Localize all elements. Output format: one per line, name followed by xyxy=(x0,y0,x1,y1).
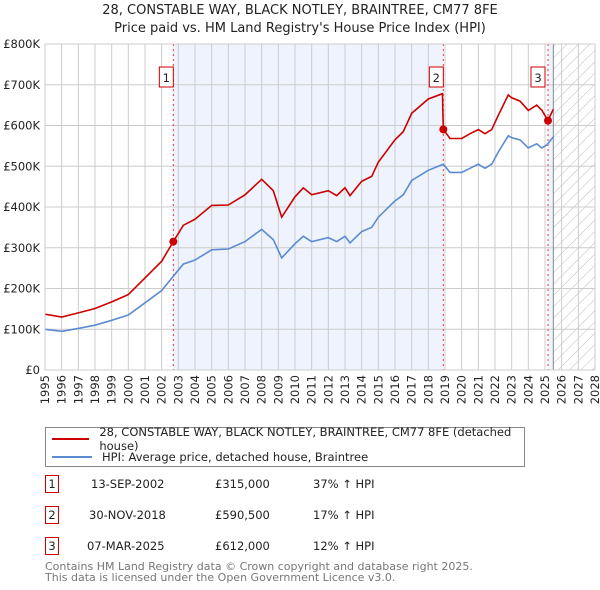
x-tick-label: 2018 xyxy=(421,375,435,404)
x-tick-label: 2023 xyxy=(505,375,519,404)
marker-badge: 3 xyxy=(45,537,59,555)
sale-label: 2 xyxy=(433,71,440,85)
footer-copyright: Contains HM Land Registry data © Crown c… xyxy=(45,560,473,573)
transaction-date: 13-SEP-2002 xyxy=(91,477,165,491)
transaction-hpi: 37% ↑ HPI xyxy=(313,477,375,491)
x-tick-label: 2007 xyxy=(238,375,252,404)
transaction-hpi: 12% ↑ HPI xyxy=(313,539,375,553)
sale-label-box xyxy=(428,66,444,88)
marker-badge: 1 xyxy=(45,475,59,493)
legend-label: 28, CONSTABLE WAY, BLACK NOTLEY, BRAINTR… xyxy=(99,425,512,453)
x-tick-label: 2001 xyxy=(138,375,152,404)
x-tick-label: 2022 xyxy=(488,375,502,404)
x-tick-label: 2013 xyxy=(338,375,352,404)
y-tick-label: £200K xyxy=(3,282,40,296)
y-tick-label: £800K xyxy=(3,37,40,51)
footer-license: This data is licensed under the Open Gov… xyxy=(45,571,396,584)
x-tick-label: 2016 xyxy=(388,375,402,404)
x-tick-label: 2003 xyxy=(171,375,185,404)
x-tick-label: 1995 xyxy=(38,375,52,404)
y-tick-label: £300K xyxy=(3,241,40,255)
legend-item-property: 28, CONSTABLE WAY, BLACK NOTLEY, BRAINTR… xyxy=(52,425,524,453)
legend-item-hpi: HPI: Average price, detached house, Brai… xyxy=(52,449,368,465)
x-tick-label: 2000 xyxy=(121,375,135,404)
sale-label-box xyxy=(158,66,174,88)
x-tick-label: 1997 xyxy=(71,375,85,404)
x-tick-label: 1998 xyxy=(88,375,102,404)
x-tick-label: 2027 xyxy=(571,375,585,404)
x-tick-label: 2020 xyxy=(455,375,469,404)
sale-label-box xyxy=(530,66,546,88)
x-tick-label: 2021 xyxy=(471,375,485,404)
x-tick-label: 2004 xyxy=(188,375,202,404)
y-tick-label: £400K xyxy=(3,200,40,214)
marker-badge: 2 xyxy=(45,506,59,524)
x-tick-label: 2024 xyxy=(521,375,535,404)
x-tick-label: 2014 xyxy=(355,375,369,404)
transaction-price: £315,000 xyxy=(215,477,270,491)
x-tick-label: 2011 xyxy=(305,375,319,404)
chart-subtitle: Price paid vs. HM Land Registry's House … xyxy=(114,21,486,36)
legend-label: HPI: Average price, detached house, Brai… xyxy=(102,450,369,464)
sale-label: 3 xyxy=(534,71,541,85)
y-tick-label: £500K xyxy=(3,159,40,173)
transaction-price: £612,000 xyxy=(215,539,270,553)
legend-swatch-blue xyxy=(52,456,92,458)
plot-frame xyxy=(44,43,596,371)
x-tick-label: 2012 xyxy=(321,375,335,404)
x-tick-label: 2015 xyxy=(371,375,385,404)
x-tick-label: 2025 xyxy=(538,375,552,404)
chart-title: 28, CONSTABLE WAY, BLACK NOTLEY, BRAINTR… xyxy=(102,3,498,18)
x-tick-label: 1996 xyxy=(55,375,69,404)
x-tick-label: 2006 xyxy=(221,375,235,404)
y-tick-label: £700K xyxy=(3,78,40,92)
transaction-price: £590,500 xyxy=(215,508,270,522)
x-tick-label: 2005 xyxy=(205,375,219,404)
x-tick-label: 2028 xyxy=(588,375,600,404)
transaction-hpi: 17% ↑ HPI xyxy=(313,508,375,522)
hpi-line xyxy=(44,134,554,333)
x-tick-label: 2010 xyxy=(288,375,302,404)
transaction-date: 30-NOV-2018 xyxy=(89,508,166,522)
legend-swatch-red xyxy=(52,438,90,440)
sale-point xyxy=(439,125,448,134)
sale-point xyxy=(544,116,552,125)
legend: 28, CONSTABLE WAY, BLACK NOTLEY, BRAINTR… xyxy=(45,425,525,467)
x-tick-label: 2017 xyxy=(405,375,419,404)
y-tick-label: £0 xyxy=(25,363,40,377)
x-tick-label: 2019 xyxy=(438,375,452,404)
x-tick-label: 2008 xyxy=(255,375,269,404)
x-tick-label: 2002 xyxy=(155,375,169,404)
price-chart: 1995 1996 1997 1998 1999 2000 2001 2002 2003 2004… xyxy=(3,37,600,404)
x-tick-label: 1999 xyxy=(105,375,119,404)
sale-point xyxy=(169,237,178,246)
y-tick-label: £100K xyxy=(3,322,40,336)
x-tick-label: 2009 xyxy=(271,375,285,404)
sale-label: 1 xyxy=(163,71,170,85)
y-tick-label: £600K xyxy=(3,119,40,133)
transaction-date: 07-MAR-2025 xyxy=(87,539,165,553)
x-tick-label: 2026 xyxy=(555,375,569,404)
